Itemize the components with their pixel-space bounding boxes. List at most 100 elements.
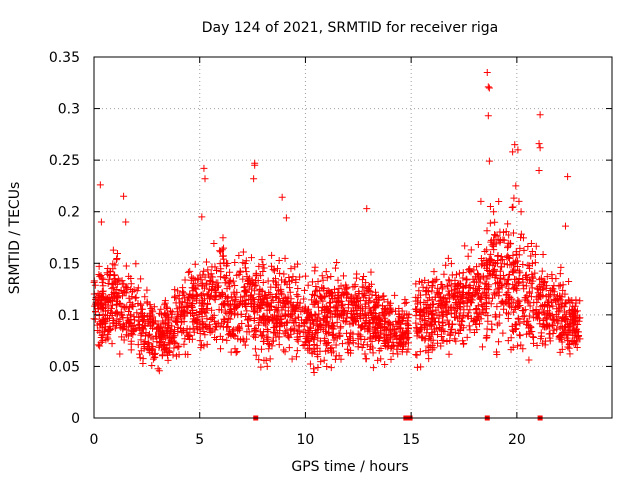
data-point [514,146,522,154]
data-point [536,144,544,152]
data-point [463,333,471,341]
data-point [483,246,491,254]
data-point [424,342,432,350]
data-point [438,285,446,293]
data-point [160,331,168,339]
data-point [294,292,302,300]
data-point [268,313,276,321]
data-point [529,307,537,315]
data-point [366,308,374,316]
data-point [324,321,332,329]
data-point [252,269,260,277]
data-point [189,279,197,287]
data-point [229,297,237,305]
data-point [534,314,542,322]
data-point [111,324,119,332]
data-point [553,292,561,300]
data-point [375,337,383,345]
data-point [149,319,157,327]
data-point [177,303,185,311]
data-point [199,290,207,298]
data-point [234,311,242,319]
data-point [448,325,456,333]
data-point [109,246,117,254]
data-point [509,148,517,156]
data-points [90,68,584,376]
data-point [477,197,485,205]
data-point [221,317,229,325]
y-tick-label: 0.35 [49,50,80,66]
data-point [473,263,481,271]
data-point [323,362,331,370]
data-point [528,247,536,255]
data-point [365,325,373,333]
data-point [291,263,299,271]
data-point [96,291,104,299]
data-point [395,339,403,347]
data-point [153,338,161,346]
data-point [308,278,316,286]
data-point [243,307,251,315]
data-point [221,308,229,316]
data-point [463,276,471,284]
data-point [374,356,382,364]
data-point [242,268,250,276]
data-point [149,355,157,363]
data-point [111,289,119,297]
data-point [155,367,163,375]
data-point [542,315,550,323]
data-point [483,305,491,313]
chart-title: Day 124 of 2021, SRMTID for receiver rig… [202,20,499,36]
data-point [189,291,197,299]
data-point [509,251,517,259]
data-point [524,275,532,283]
data-point [175,351,183,359]
data-point [108,285,116,293]
data-point [183,325,191,333]
data-point [460,306,468,314]
data-point [521,294,529,302]
data-point [412,319,420,327]
data-point [224,293,232,301]
data-point [300,286,308,294]
data-point [149,342,157,350]
data-point [272,275,280,283]
data-point [319,276,327,284]
data-point [282,319,290,327]
data-point [122,218,130,226]
data-point [226,315,234,323]
data-point [245,313,253,321]
data-point [500,260,508,268]
data-point [491,274,499,282]
data-point [496,267,504,275]
data-point [147,315,155,323]
data-point [131,294,139,302]
data-point [321,334,329,342]
data-point [223,309,231,317]
data-point [313,342,321,350]
y-tick-labels: 0 0.05 0.1 0.15 0.2 0.25 0.3 0.35 [49,50,80,427]
data-point [451,328,459,336]
data-point [161,310,169,318]
data-point [216,260,224,268]
data-point [189,324,197,332]
data-point [170,344,178,352]
data-point [316,293,324,301]
data-point [294,313,302,321]
data-point [493,303,501,311]
data-point [434,339,442,347]
data-point [546,312,554,320]
data-point [191,260,199,268]
data-point [216,247,224,255]
data-point [556,333,564,341]
data-point [459,314,467,322]
data-point [217,306,225,314]
data-point [402,298,410,306]
data-point [460,300,468,308]
data-point [186,332,194,340]
data-point [375,347,383,355]
data-point [517,230,525,238]
data-point [291,314,299,322]
data-point [519,234,527,242]
